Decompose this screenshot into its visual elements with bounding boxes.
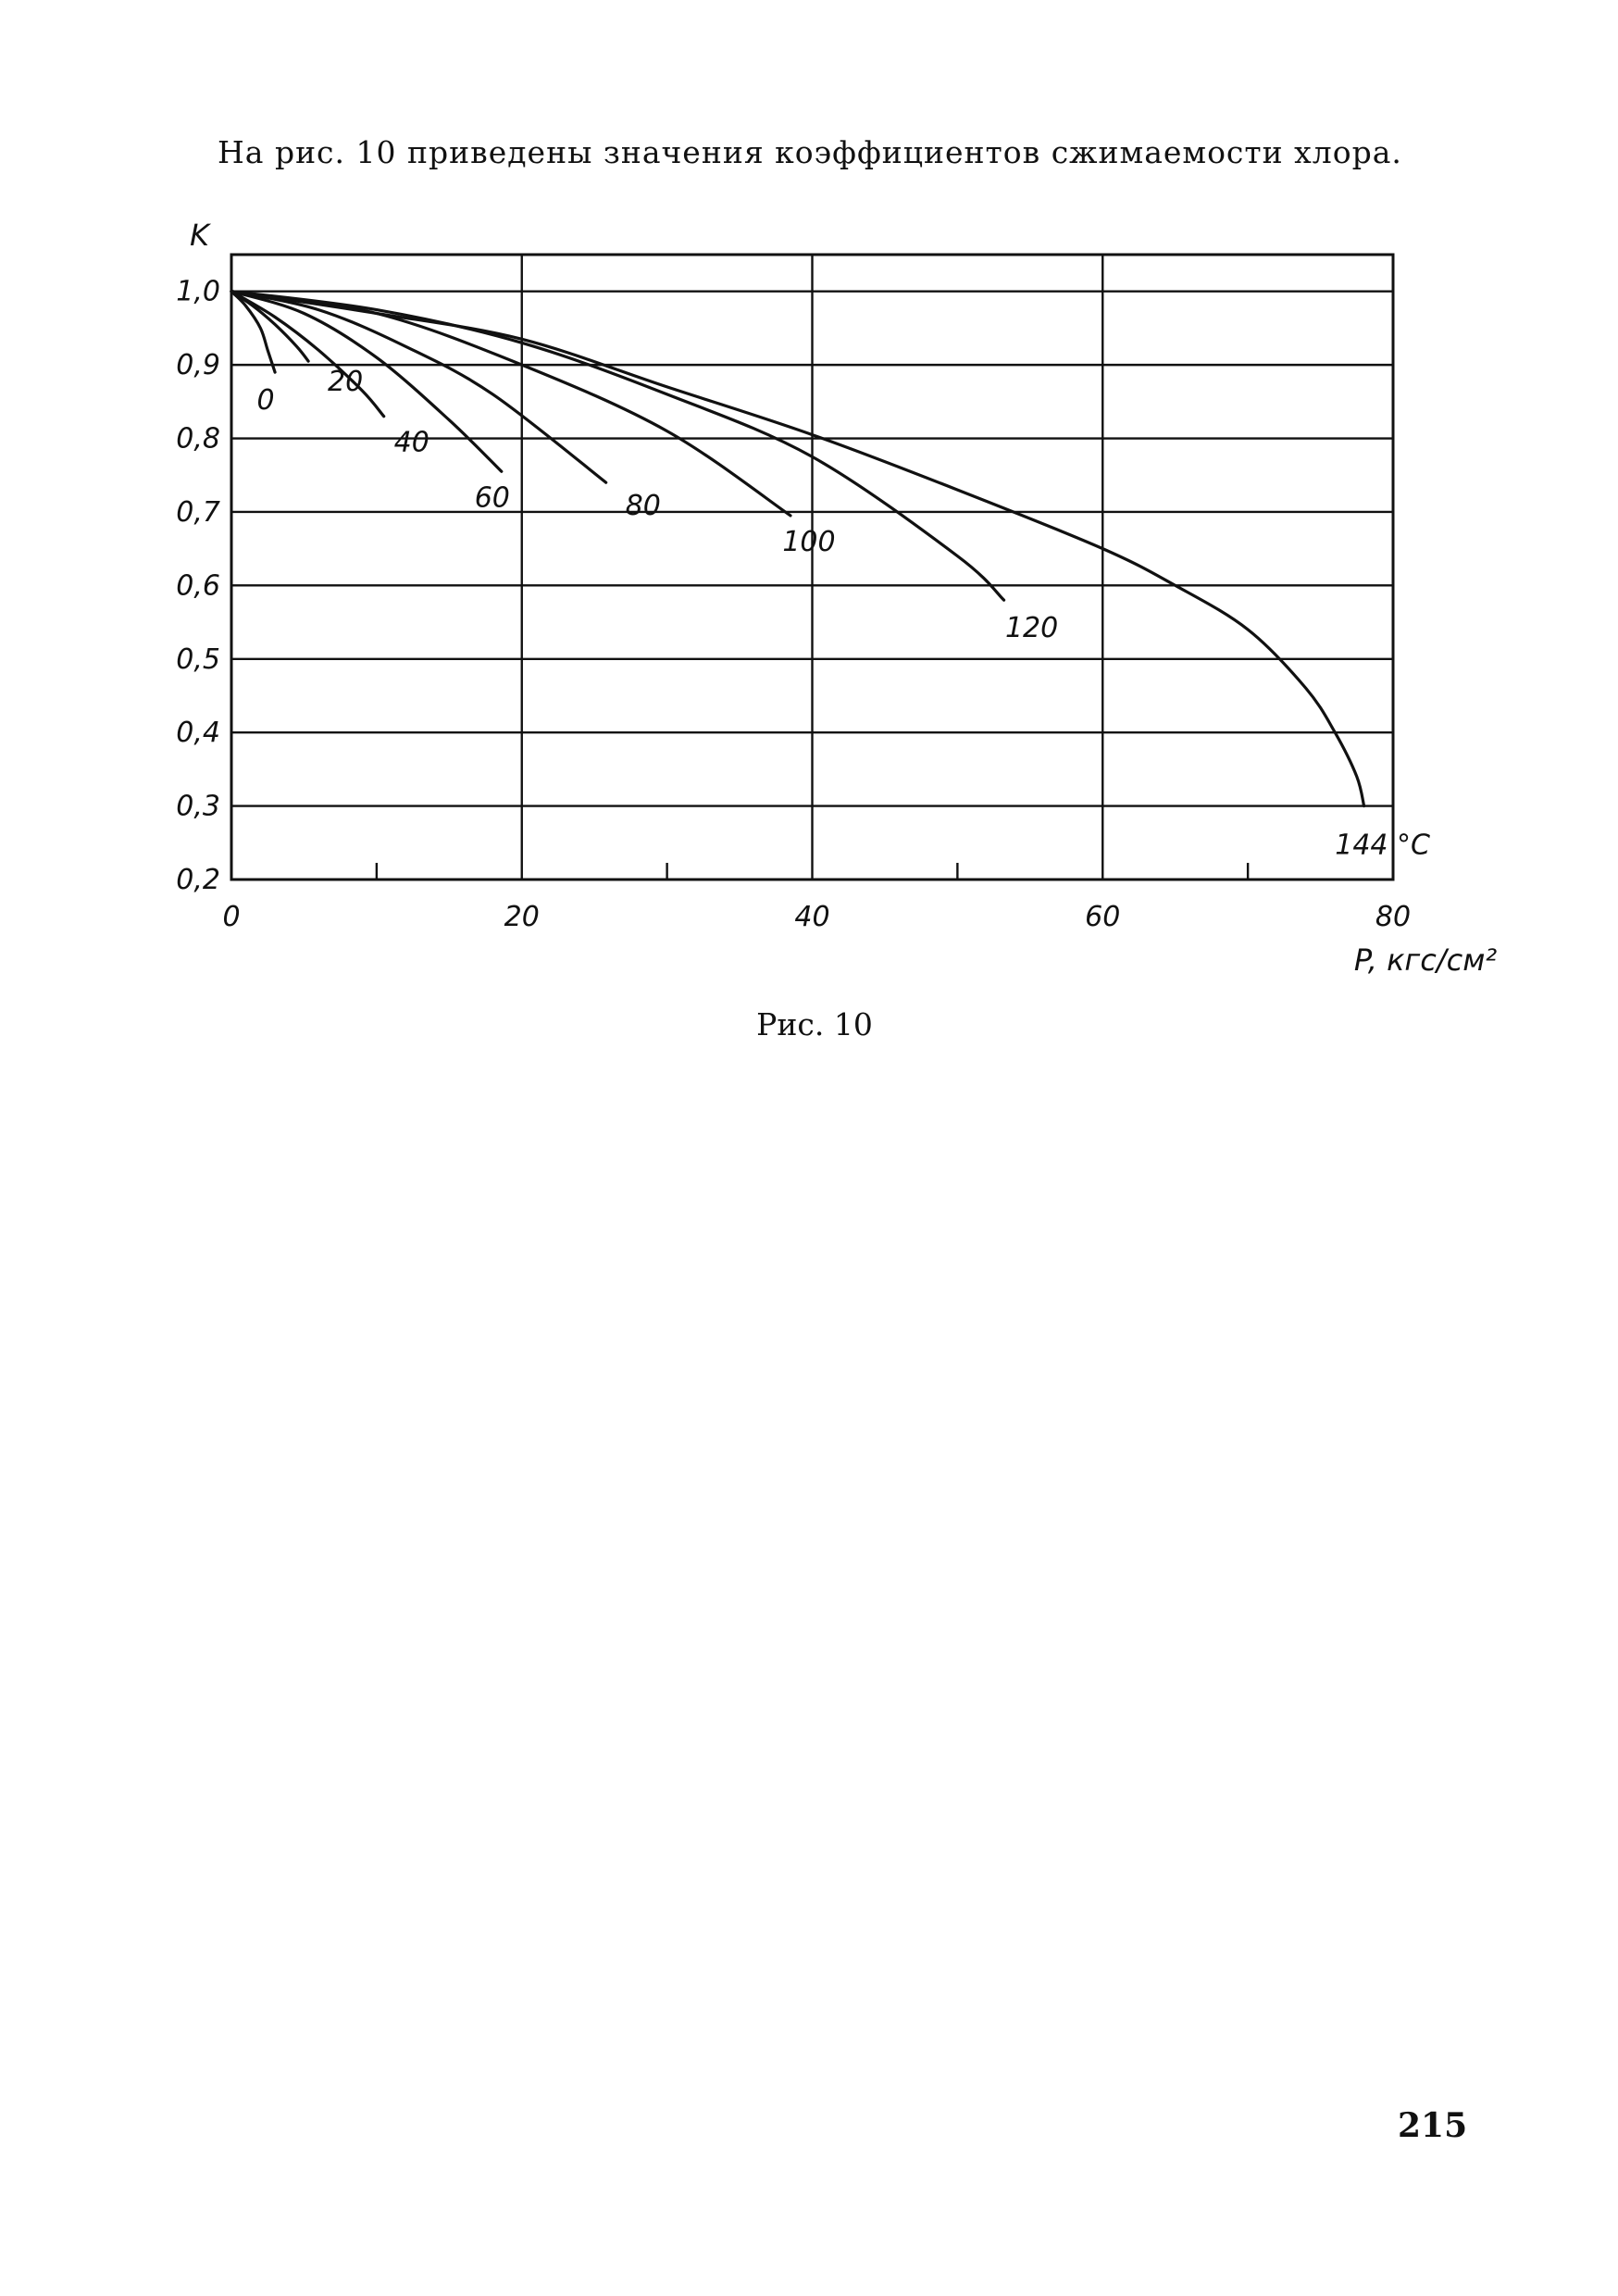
y-tick-label-6: 0,8 [176,423,220,455]
y-tick-label-8: 1,0 [176,276,220,308]
y-tick-label-4: 0,6 [176,569,220,602]
y-tick-label-1: 0,3 [176,791,220,823]
y-axis-label: K [190,218,212,253]
intro-paragraph: На рис. 10 приведены значения коэффициен… [218,134,1402,170]
y-tick-label-7: 0,9 [176,349,220,381]
grid [231,255,1393,880]
page-number: 215 [1398,2106,1468,2145]
series-label-5: 100 [782,526,835,558]
x-axis-label: P, кгс/см² [1354,942,1497,978]
x-tick-label-1: 20 [504,901,540,933]
x-tick-label-0: 0 [222,901,240,933]
series-line-6 [230,290,1006,602]
series-line-7 [230,290,1366,808]
series-line-5 [230,290,792,518]
y-tick-label-0: 0,2 [176,864,220,896]
y-tick-label-3: 0,5 [176,643,220,676]
series-line-0 [230,290,277,374]
series-group [230,290,1366,808]
series-label-2: 40 [394,427,429,459]
x-tick-label-4: 80 [1375,901,1411,933]
y-tick-label-2: 0,4 [176,717,220,749]
x-tick-label-3: 60 [1085,901,1120,933]
series-line-3 [230,290,504,473]
series-label-1: 20 [328,366,363,398]
plot-frame [230,253,1395,881]
series-label-6: 120 [1005,612,1058,644]
series-label-3: 60 [475,481,510,514]
y-tick-label-5: 0,7 [176,496,220,529]
tick-labels: 0,2 0,3 0,4 0,5 0,6 0,7 0,8 0,9 1,0 0 20 40 60 80 [176,276,1411,933]
curve-labels: 0 20 40 60 80 100 120 144 °C [257,366,1431,861]
figure-caption: Рис. 10 [756,1006,873,1042]
compressibility-chart: 0,2 0,3 0,4 0,5 0,6 0,7 0,8 0,9 1,0 0 20 40 60 80 0 20… [176,218,1497,978]
plot-border [230,253,1395,881]
series-label-0: 0 [257,384,275,417]
x-tick-label-2: 40 [794,901,829,933]
series-line-2 [230,290,386,418]
series-line-4 [230,290,608,484]
series-label-4: 80 [626,490,661,522]
series-label-7: 144 °C [1335,830,1430,862]
